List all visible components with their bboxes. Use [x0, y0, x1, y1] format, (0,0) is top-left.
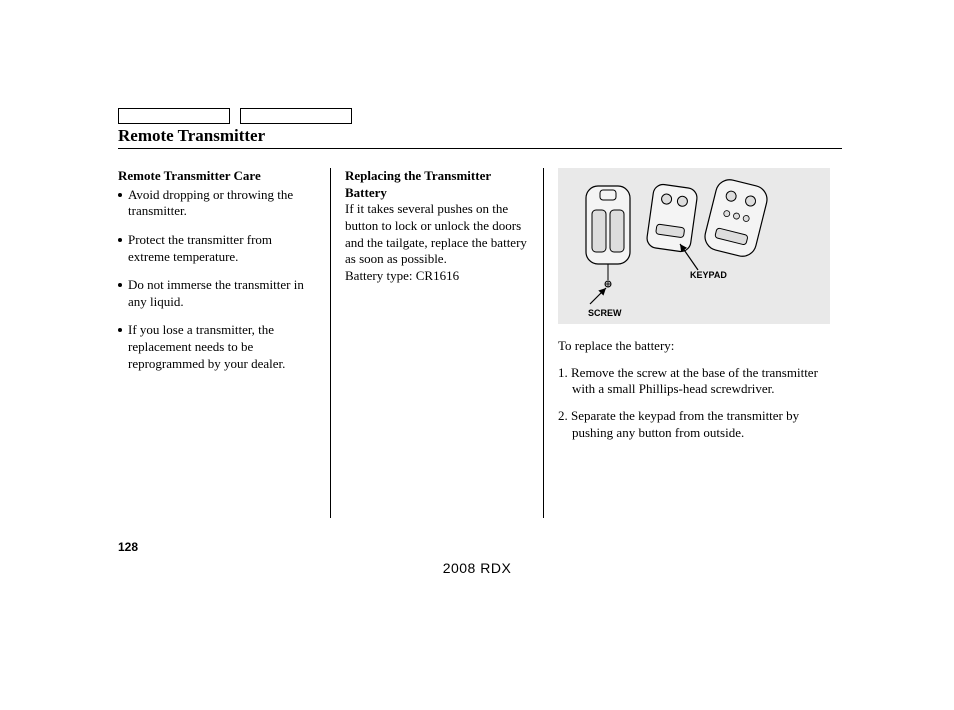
transmitter-diagram: KEYPAD SCREW	[558, 168, 830, 324]
page-title: Remote Transmitter	[118, 126, 842, 149]
blank-box-2	[240, 108, 352, 124]
care-bullet: Do not immerse the transmitter in any li…	[118, 277, 316, 310]
care-heading: Remote Transmitter Care	[118, 168, 316, 185]
care-bullet: Protect the transmitter from extreme tem…	[118, 232, 316, 265]
replace-steps: 1. Remove the screw at the base of the t…	[558, 365, 830, 442]
battery-body: If it takes several pushes on the button…	[345, 201, 529, 268]
replace-step: 2. Separate the keypad from the transmit…	[558, 408, 830, 441]
care-bullet-list: Avoid dropping or throwing the transmitt…	[118, 187, 316, 373]
diagram-svg	[558, 168, 830, 324]
model-footer: 2008 RDX	[0, 560, 954, 576]
content-columns: Remote Transmitter Care Avoid dropping o…	[118, 168, 842, 518]
manual-page: Remote Transmitter Remote Transmitter Ca…	[0, 0, 954, 710]
diagram-label-keypad: KEYPAD	[690, 270, 727, 282]
replace-step: 1. Remove the screw at the base of the t…	[558, 365, 830, 398]
blank-reference-boxes	[118, 108, 352, 124]
replace-caption: To replace the battery:	[558, 338, 830, 355]
diagram-label-screw: SCREW	[588, 308, 622, 320]
care-bullet: Avoid dropping or throwing the transmitt…	[118, 187, 316, 220]
column-diagram-steps: KEYPAD SCREW To replace the battery: 1. …	[544, 168, 830, 518]
blank-box-1	[118, 108, 230, 124]
care-bullet: If you lose a transmitter, the replaceme…	[118, 322, 316, 372]
battery-type-line: Battery type: CR1616	[345, 268, 529, 285]
battery-heading: Replacing the Transmitter Battery	[345, 168, 529, 201]
column-care: Remote Transmitter Care Avoid dropping o…	[118, 168, 330, 518]
page-number: 128	[118, 540, 138, 554]
column-battery: Replacing the Transmitter Battery If it …	[331, 168, 543, 518]
